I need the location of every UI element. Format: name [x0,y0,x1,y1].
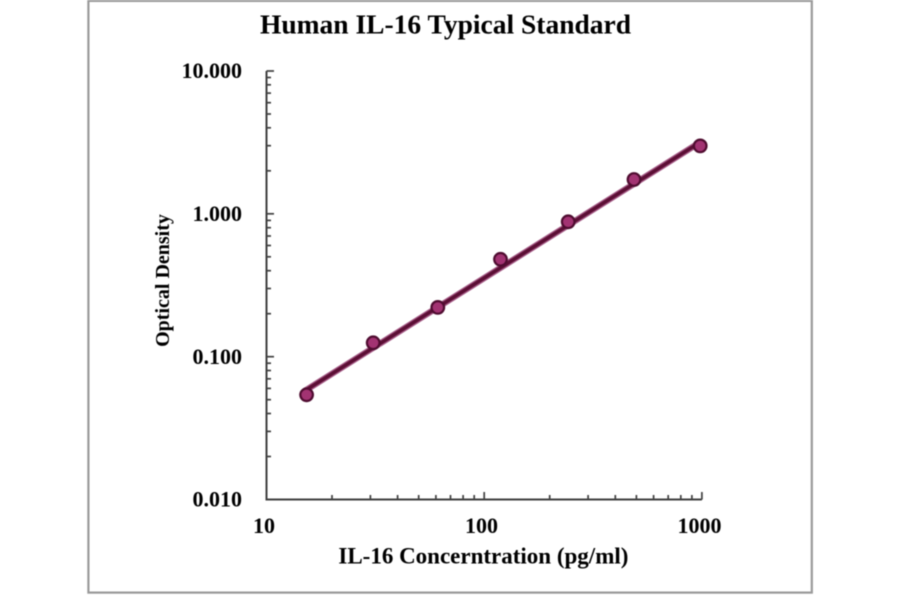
svg-text:1000: 1000 [678,513,722,538]
svg-text:100: 100 [465,513,498,538]
svg-text:10.000: 10.000 [182,58,243,83]
svg-text:1.000: 1.000 [193,201,243,226]
svg-text:0.010: 0.010 [193,487,243,512]
svg-text:10: 10 [253,513,275,538]
svg-text:0.100: 0.100 [193,344,243,369]
svg-text:Human IL-16 Typical Standard: Human IL-16 Typical Standard [260,9,631,40]
svg-text:IL-16 Concerntration (pg/ml): IL-16 Concerntration (pg/ml) [338,544,628,569]
svg-text:Optical Density: Optical Density [152,214,174,347]
